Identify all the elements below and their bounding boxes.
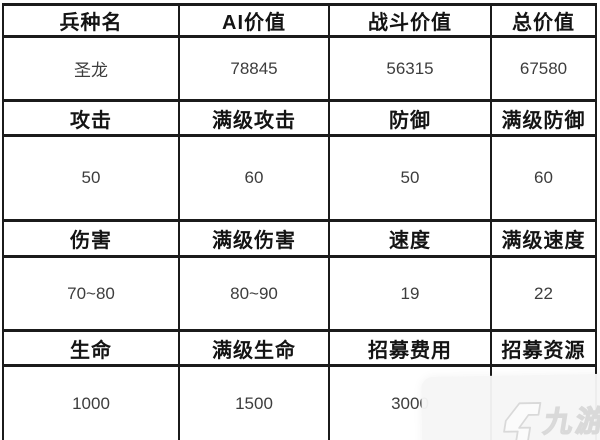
header-cell: 战斗价值 [330,6,492,35]
header-cell: 满级防御 [501,109,586,132]
header-cell: 满级伤害 [180,222,330,255]
header-cell: 生命 [4,332,180,364]
table-row: 兵种名 AI价值 战斗价值 总价值 [4,6,595,38]
table-row: 50 60 50 60 [4,137,595,222]
watermark-brand-text: 九游 [541,405,600,440]
data-cell: 70~80 [4,258,180,329]
data-cell: 1000 [4,367,180,440]
data-cell: 67580 [519,58,568,78]
data-cell: 80~90 [180,258,330,329]
header-cell: 满级生命 [180,332,330,364]
header-cell: 满级速度 [501,230,586,252]
header-cell: 伤害 [4,222,180,255]
data-cell: 19 [330,258,492,329]
data-cell: 60 [534,168,553,187]
data-cell: 50 [330,137,492,219]
watermark: 九游 [421,373,600,440]
header-cell: 招募资源 [501,339,586,362]
header-cell: 速度 [330,222,492,255]
data-cell: 56315 [330,38,492,99]
watermark-logo: 九游 [497,400,600,440]
header-cell: AI价值 [180,6,330,35]
header-cell: 总价值 [512,12,575,34]
table-row: 生命 满级生命 招募费用 招募资源 [4,332,595,367]
data-cell: 22 [534,283,553,303]
table-row: 伤害 满级伤害 速度 满级速度 [4,222,595,258]
data-cell: 圣龙 [4,38,180,99]
header-cell: 招募费用 [330,332,492,364]
table-row: 70~80 80~90 19 22 [4,258,595,332]
stats-table: 兵种名 AI价值 战斗价值 总价值 圣龙 78845 56315 67580 攻… [2,3,597,440]
data-cell: 50 [4,137,180,219]
table-row: 攻击 满级攻击 防御 满级防御 [4,102,595,137]
data-cell: 60 [180,137,330,219]
header-cell: 防御 [330,102,492,134]
data-cell: 1500 [180,367,330,440]
data-cell: 78845 [180,38,330,99]
nine-game-logo-icon [503,402,542,440]
header-cell: 攻击 [4,102,180,134]
header-cell: 兵种名 [4,6,180,35]
table-row: 圣龙 78845 56315 67580 [4,38,595,102]
header-cell: 满级攻击 [180,102,330,134]
